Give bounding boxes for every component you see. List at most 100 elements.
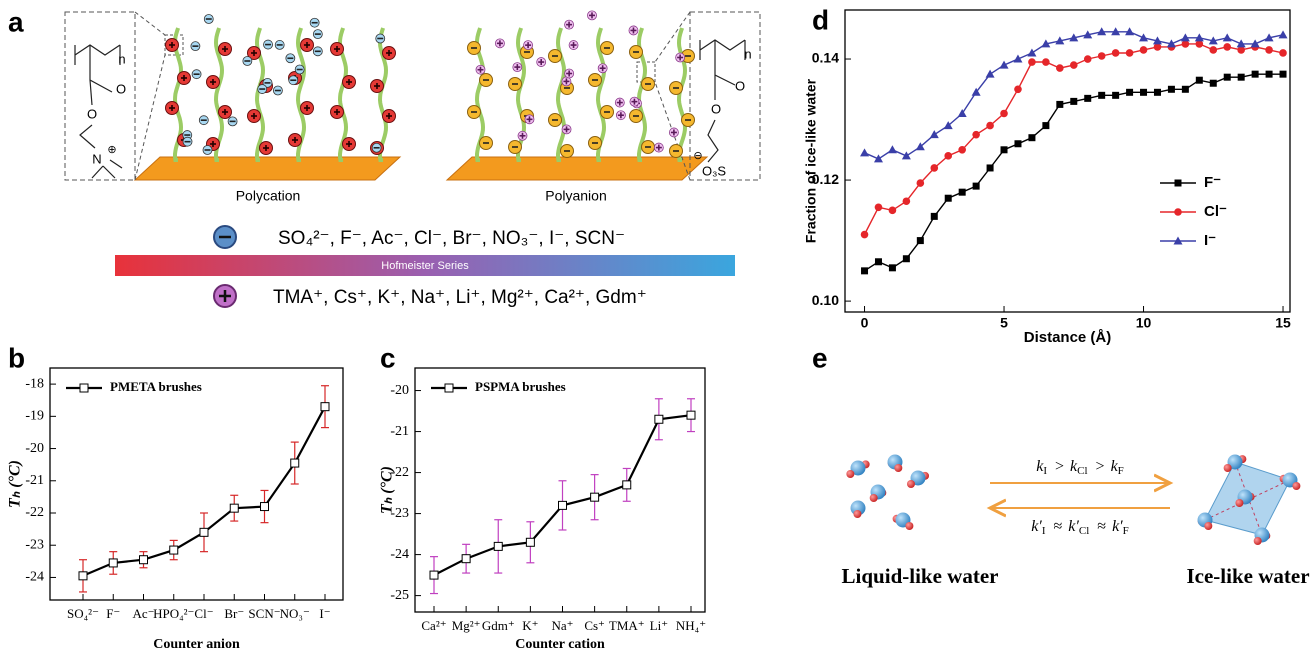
scale-label: Hofmeister Series	[381, 260, 469, 272]
rate-term: I	[1043, 465, 1047, 477]
marker	[444, 383, 454, 393]
structure-label: O	[735, 78, 745, 93]
rate-term: F	[1123, 525, 1129, 537]
rate-term: k	[1070, 458, 1078, 475]
marker	[1265, 70, 1273, 78]
rate-term: k′	[1112, 518, 1123, 535]
marker	[958, 146, 966, 154]
polymer-chain	[676, 27, 688, 162]
marker	[1153, 43, 1162, 51]
legend-label: PSPMA brushes	[475, 379, 566, 394]
marker	[971, 87, 981, 96]
rate-term: k′	[1068, 518, 1079, 535]
y-tick-label: 0.10	[812, 292, 839, 308]
marker	[861, 267, 869, 275]
marker	[1056, 64, 1064, 72]
hydrogen	[1235, 499, 1244, 507]
y-tick-label: 0.12	[812, 171, 839, 187]
y-tick-label: -20	[25, 441, 44, 456]
marker	[916, 237, 924, 245]
marker	[1223, 73, 1231, 81]
hydrogen	[1204, 522, 1213, 530]
marker	[1111, 49, 1120, 57]
rate-term: >	[1055, 458, 1064, 475]
marker	[108, 558, 118, 568]
marker	[1181, 85, 1189, 93]
zoom-line	[134, 54, 166, 181]
marker	[1236, 39, 1246, 48]
marker	[1069, 61, 1078, 69]
x-tick-label: Na⁺	[551, 618, 573, 633]
polymer-chain	[377, 27, 389, 162]
panel-letter: c	[380, 342, 396, 373]
marker	[986, 121, 994, 130]
marker	[1027, 48, 1037, 57]
panel-letter: e	[812, 342, 828, 373]
marker	[1237, 46, 1245, 54]
x-tick-label: K⁺	[522, 618, 538, 633]
marker	[429, 570, 439, 580]
x-tick-label: I⁻	[319, 606, 330, 621]
marker	[1279, 49, 1287, 57]
marker	[139, 555, 148, 565]
marker	[1223, 43, 1232, 51]
marker	[1139, 46, 1148, 54]
marker	[1209, 46, 1218, 54]
marker	[1000, 109, 1008, 118]
rate-term: F	[1118, 465, 1124, 477]
marker	[1111, 27, 1121, 36]
x-tick-label: Li⁺	[650, 618, 668, 633]
x-tick-label: Mg²⁺	[452, 618, 481, 633]
marker	[229, 503, 239, 513]
marker	[1208, 36, 1218, 45]
marker	[1069, 33, 1079, 42]
marker	[1014, 140, 1022, 148]
marker	[1041, 39, 1051, 48]
x-tick-label: Cl⁻	[194, 606, 213, 621]
marker	[1265, 46, 1273, 54]
marker	[1098, 91, 1106, 99]
rate-term: Cl	[1077, 465, 1087, 477]
rate-relation: k′I ≈ k′Cl ≈ k′F	[1031, 518, 1129, 537]
structure	[74, 39, 746, 179]
marker	[1112, 91, 1120, 99]
x-tick-label: 5	[1000, 315, 1008, 331]
marker	[525, 537, 535, 547]
marker	[1237, 73, 1245, 81]
rate-term: k	[1036, 458, 1044, 475]
marker	[887, 145, 897, 154]
marker	[290, 458, 300, 468]
marker	[461, 554, 471, 564]
marker	[1013, 54, 1023, 63]
marker	[1084, 94, 1092, 102]
marker	[930, 212, 938, 220]
structure-label: O₃S	[702, 163, 726, 178]
structure-label: O	[87, 106, 97, 121]
marker	[686, 410, 696, 420]
schematic	[64, 11, 761, 181]
zoom-line	[654, 11, 691, 63]
marker	[888, 264, 896, 272]
marker	[78, 571, 88, 581]
plot-frame	[844, 9, 1291, 313]
x-tick-label: Gdm⁺	[482, 618, 515, 633]
marker	[972, 182, 980, 190]
y-tick-label: -23	[390, 506, 409, 521]
marker	[1209, 79, 1217, 87]
substrate	[133, 156, 402, 181]
panel-letter: d	[812, 4, 829, 35]
rate-relation: kI > kCl > kF	[1036, 458, 1124, 477]
panel-letter: b	[8, 342, 25, 373]
marker	[902, 255, 910, 263]
rate-term: ≈	[1053, 518, 1062, 535]
marker	[493, 541, 503, 551]
x-tick-label: 15	[1275, 315, 1291, 331]
y-axis-label: Tₕ (°C)	[379, 466, 396, 514]
polymer-chain	[555, 27, 567, 162]
zoom-line	[134, 11, 166, 36]
marker	[320, 402, 330, 412]
y-tick-label: -20	[390, 383, 409, 398]
marker	[1251, 70, 1259, 78]
structure-label: O	[711, 101, 721, 116]
structure-label: n	[744, 46, 751, 61]
